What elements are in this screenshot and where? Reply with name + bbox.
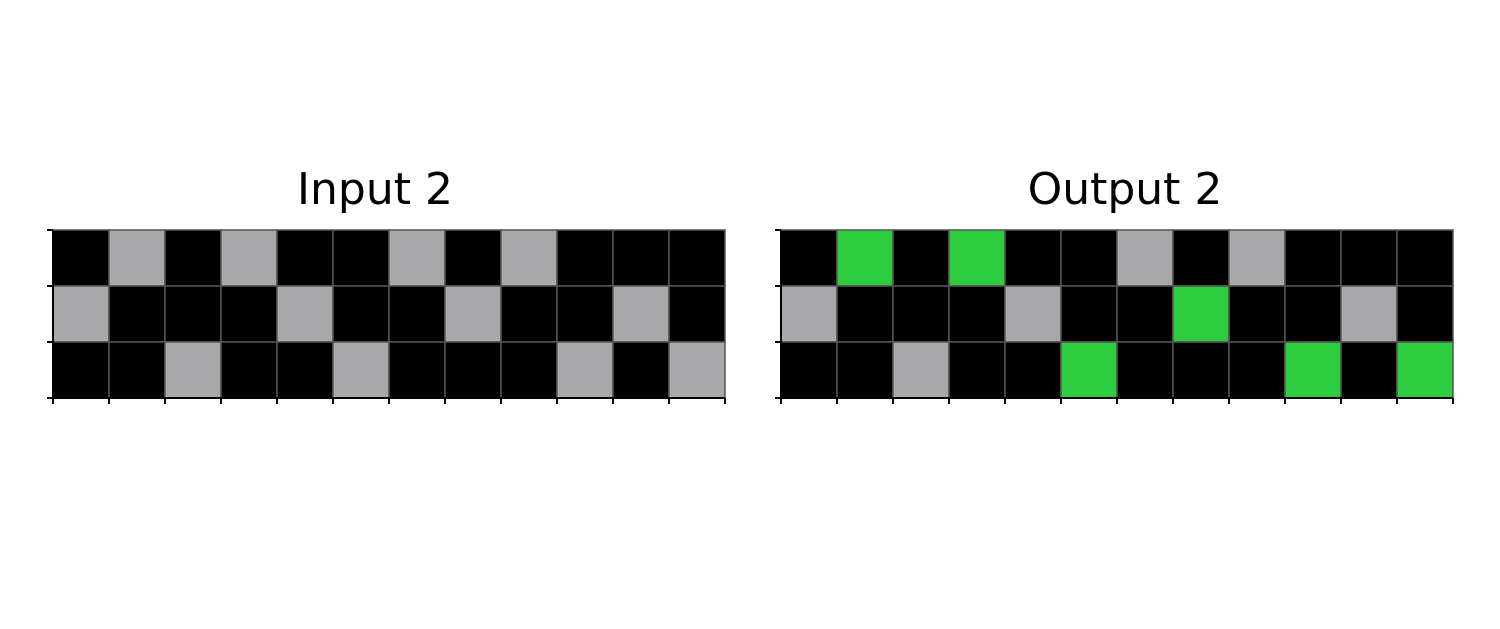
output-cell-r2-c11	[1396, 341, 1454, 399]
input-cell-r0-c2	[164, 229, 222, 287]
output-cell-r0-c0	[780, 229, 838, 287]
output-cell-r2-c4	[1004, 341, 1062, 399]
input-cell-r0-c1	[108, 229, 166, 287]
input-grid	[47, 229, 726, 404]
input-cell-r1-c0	[52, 285, 110, 343]
input-cell-r2-c2	[164, 341, 222, 399]
input-cell-r0-c6	[388, 229, 446, 287]
output-cell-r1-c3	[948, 285, 1006, 343]
output-cell-r1-c10	[1340, 285, 1398, 343]
input-cell-r2-c5	[332, 341, 390, 399]
input-cell-r2-c9	[556, 341, 614, 399]
output-cell-r1-c5	[1060, 285, 1118, 343]
output-cell-r0-c2	[892, 229, 950, 287]
output-cell-r2-c5	[1060, 341, 1118, 399]
input-title: Input 2	[297, 164, 453, 215]
output-cell-r1-c11	[1396, 285, 1454, 343]
input-cell-r2-c0	[52, 341, 110, 399]
input-cell-r1-c3	[220, 285, 278, 343]
input-cell-r1-c5	[332, 285, 390, 343]
input-cell-r1-c11	[668, 285, 726, 343]
output-cell-r0-c11	[1396, 229, 1454, 287]
input-cell-r2-c6	[388, 341, 446, 399]
input-cell-r2-c8	[500, 341, 558, 399]
output-cell-r1-c6	[1116, 285, 1174, 343]
input-cell-r1-c7	[444, 285, 502, 343]
output-cell-r1-c9	[1284, 285, 1342, 343]
output-cell-r0-c1	[836, 229, 894, 287]
input-cell-r1-c1	[108, 285, 166, 343]
output-title: Output 2	[1027, 164, 1223, 215]
output-cell-r1-c2	[892, 285, 950, 343]
input-cell-r2-c7	[444, 341, 502, 399]
input-cell-r0-c4	[276, 229, 334, 287]
output-cell-r2-c6	[1116, 341, 1174, 399]
input-cell-r2-c1	[108, 341, 166, 399]
output-panel: Output 2	[750, 0, 1500, 629]
output-cell-r2-c9	[1284, 341, 1342, 399]
output-grid	[775, 229, 1454, 404]
output-cell-r0-c4	[1004, 229, 1062, 287]
output-cell-r0-c7	[1172, 229, 1230, 287]
input-cell-r0-c9	[556, 229, 614, 287]
output-cell-r2-c7	[1172, 341, 1230, 399]
output-cell-r0-c6	[1116, 229, 1174, 287]
input-cell-r0-c10	[612, 229, 670, 287]
input-panel: Input 2	[47, 164, 726, 404]
output-cell-r2-c1	[836, 341, 894, 399]
input-cell-r2-c11	[668, 341, 726, 399]
input-cell-r0-c11	[668, 229, 726, 287]
input-cell-r1-c8	[500, 285, 558, 343]
input-cell-r0-c5	[332, 229, 390, 287]
output-cell-r2-c2	[892, 341, 950, 399]
input-cell-r0-c7	[444, 229, 502, 287]
input-cell-r2-c10	[612, 341, 670, 399]
output-cell-r0-c5	[1060, 229, 1118, 287]
input-cell-r1-c4	[276, 285, 334, 343]
output-cell-r2-c3	[948, 341, 1006, 399]
output-cell-r0-c9	[1284, 229, 1342, 287]
output-cell-r2-c0	[780, 341, 838, 399]
output-cell-r0-c8	[1228, 229, 1286, 287]
input-cell-r2-c4	[276, 341, 334, 399]
output-cell-r1-c1	[836, 285, 894, 343]
output-cell-r2-c8	[1228, 341, 1286, 399]
output-cell-r0-c10	[1340, 229, 1398, 287]
input-cell-r1-c2	[164, 285, 222, 343]
input-cell-r0-c3	[220, 229, 278, 287]
output-cell-r0-c3	[948, 229, 1006, 287]
input-cell-r1-c10	[612, 285, 670, 343]
output-cell-r1-c4	[1004, 285, 1062, 343]
output-cell-r2-c10	[1340, 341, 1398, 399]
input-cell-r1-c6	[388, 285, 446, 343]
output-cell-r1-c8	[1228, 285, 1286, 343]
input-cell-r2-c3	[220, 341, 278, 399]
input-cell-r1-c9	[556, 285, 614, 343]
input-cell-r0-c0	[52, 229, 110, 287]
output-cell-r1-c7	[1172, 285, 1230, 343]
input-cell-r0-c8	[500, 229, 558, 287]
output-cell-r1-c0	[780, 285, 838, 343]
